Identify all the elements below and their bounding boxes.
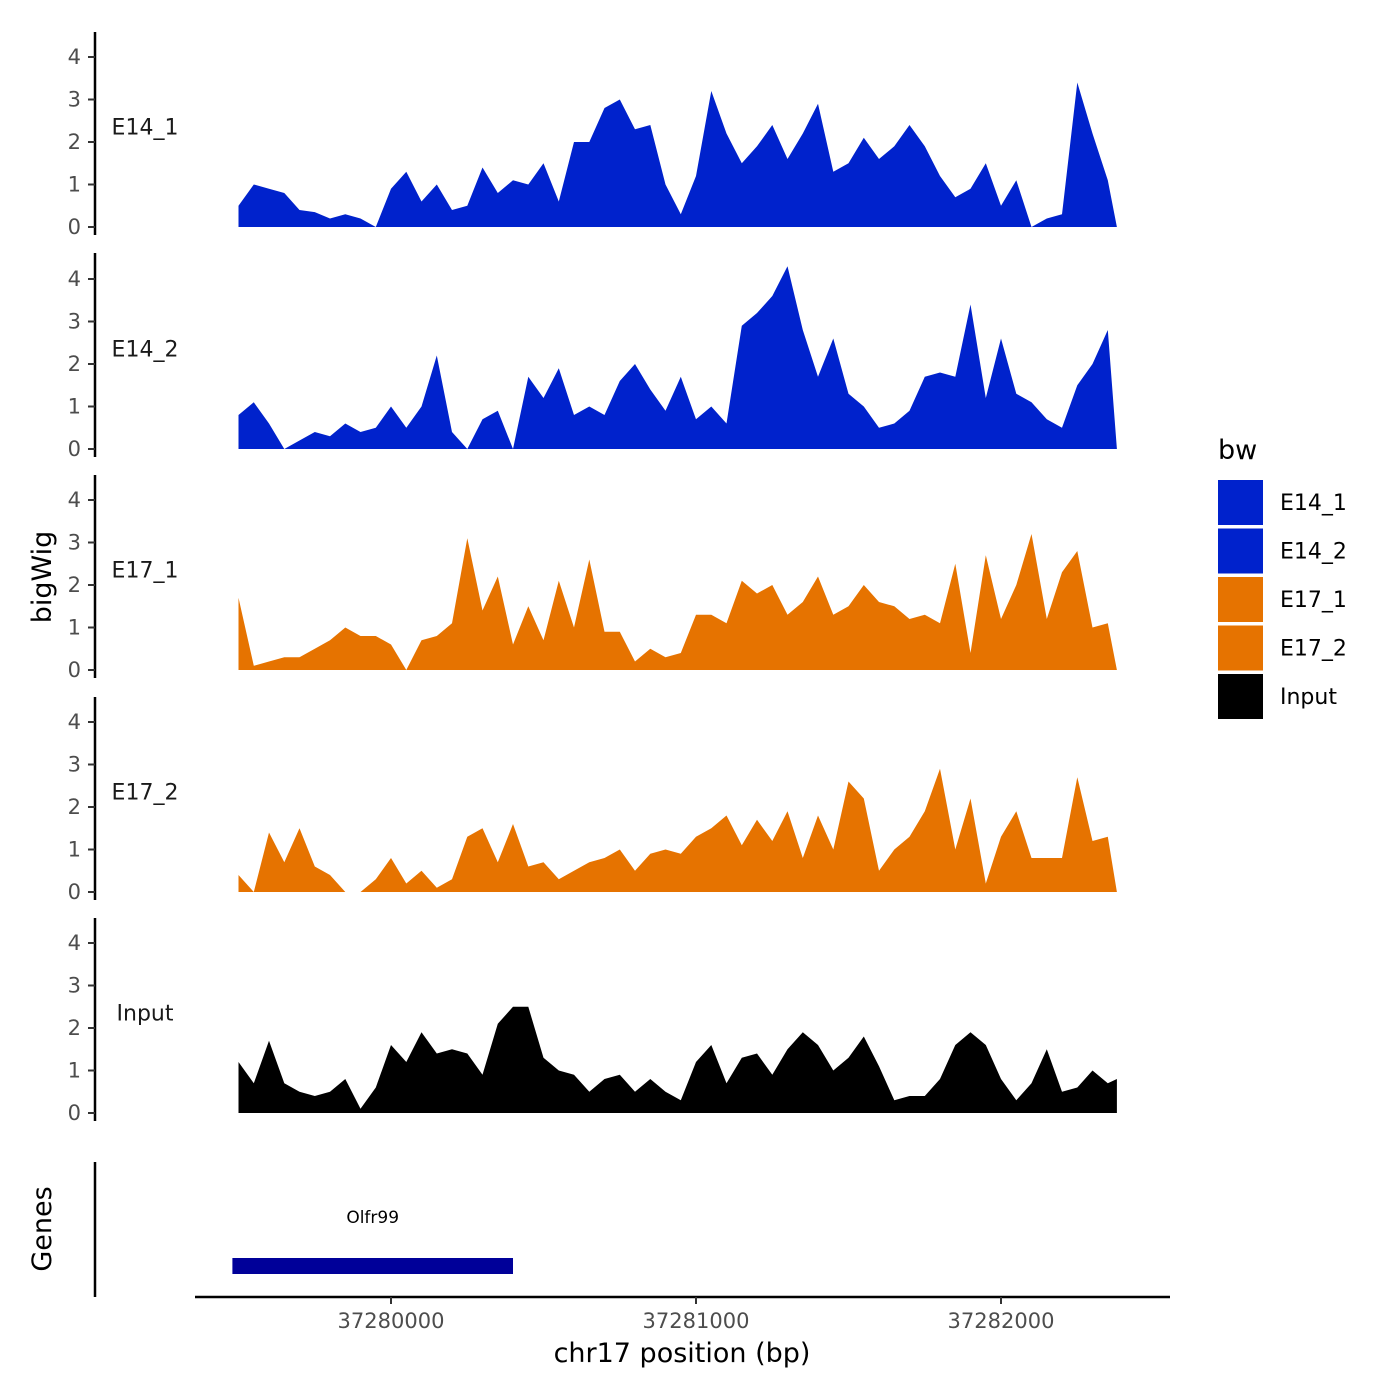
y-tick-label: 1 bbox=[68, 838, 81, 862]
track-label: E14_2 bbox=[112, 337, 179, 362]
y-tick-label: 0 bbox=[68, 880, 81, 904]
track-Input: 0 1 2 3 4 Input bbox=[68, 918, 1117, 1125]
y-tick-label: 1 bbox=[68, 616, 81, 640]
track-E17_2: 0 1 2 3 4 E17_2 bbox=[68, 697, 1117, 904]
y-tick-label: 0 bbox=[68, 215, 81, 239]
track-label: E17_2 bbox=[112, 780, 179, 805]
y-tick-label: 0 bbox=[68, 658, 81, 682]
gene-body bbox=[232, 1258, 513, 1274]
tracks-layer: 0 1 2 3 4 E14_1 0 1 2 3 4 E14_2 0 1 2 3 4 E17_1 0 1 2 3 4 E17_2… bbox=[68, 32, 1117, 1125]
y-tick-label: 2 bbox=[68, 352, 81, 376]
y-axis-title: bigWig bbox=[27, 531, 58, 624]
legend-label: E17_1 bbox=[1280, 588, 1347, 613]
track-E14_2: 0 1 2 3 4 E14_2 bbox=[68, 253, 1117, 461]
signal-area-E14_2 bbox=[238, 266, 1117, 449]
legend-title: bw bbox=[1218, 435, 1257, 466]
x-axis: chr17 position (bp) 37280000 37281000 3728… bbox=[195, 1295, 1170, 1369]
gene-track: Genes Olfr99 bbox=[27, 1162, 513, 1297]
legend-label: E14_1 bbox=[1280, 491, 1347, 516]
y-tick-label: 3 bbox=[68, 531, 81, 555]
y-tick-label: 0 bbox=[68, 437, 81, 461]
y-tick-label: 4 bbox=[68, 45, 81, 69]
y-tick-label: 4 bbox=[68, 267, 81, 291]
y-tick-label: 2 bbox=[68, 130, 81, 154]
y-tick-label: 2 bbox=[68, 795, 81, 819]
gene-label: Olfr99 bbox=[346, 1208, 399, 1228]
x-axis-title: chr17 position (bp) bbox=[554, 1338, 811, 1369]
x-tick-label: 37281000 bbox=[643, 1309, 750, 1333]
track-E14_1: 0 1 2 3 4 E14_1 bbox=[68, 32, 1117, 239]
x-tick-label: 37280000 bbox=[338, 1309, 445, 1333]
y-tick-label: 3 bbox=[68, 753, 81, 777]
track-label: E17_1 bbox=[112, 558, 179, 583]
y-tick-label: 4 bbox=[68, 488, 81, 512]
signal-area-Input bbox=[238, 1006, 1117, 1113]
y-tick-label: 0 bbox=[68, 1101, 81, 1125]
y-tick-label: 4 bbox=[68, 931, 81, 955]
legend-swatch bbox=[1218, 577, 1263, 622]
legend-label: E14_2 bbox=[1280, 540, 1347, 565]
signal-area-E14_1 bbox=[238, 82, 1117, 227]
legend-label: Input bbox=[1280, 685, 1337, 710]
legend: bw E14_1 E14_2 E17_1 E17_2 Input bbox=[1218, 435, 1347, 719]
y-tick-label: 3 bbox=[68, 974, 81, 998]
legend-label: E17_2 bbox=[1280, 637, 1347, 662]
y-tick-label: 3 bbox=[68, 88, 81, 112]
legend-swatch bbox=[1218, 674, 1263, 719]
y-tick-label: 1 bbox=[68, 1059, 81, 1083]
signal-area-E17_1 bbox=[238, 534, 1117, 670]
y-tick-label: 2 bbox=[68, 573, 81, 597]
y-tick-label: 3 bbox=[68, 310, 81, 334]
y-tick-label: 1 bbox=[68, 395, 81, 419]
track-label: Input bbox=[117, 1001, 174, 1026]
track-label: E14_1 bbox=[112, 115, 179, 140]
x-tick-label: 37282000 bbox=[948, 1309, 1055, 1333]
signal-area-E17_2 bbox=[238, 768, 1117, 892]
y-tick-label: 2 bbox=[68, 1016, 81, 1040]
y-tick-label: 4 bbox=[68, 710, 81, 734]
legend-swatch bbox=[1218, 528, 1263, 574]
legend-swatch bbox=[1218, 480, 1263, 525]
legend-swatch bbox=[1218, 625, 1263, 671]
track-E17_1: 0 1 2 3 4 E17_1 bbox=[68, 475, 1117, 682]
y-tick-label: 1 bbox=[68, 173, 81, 197]
gene-track-title: Genes bbox=[27, 1186, 58, 1271]
